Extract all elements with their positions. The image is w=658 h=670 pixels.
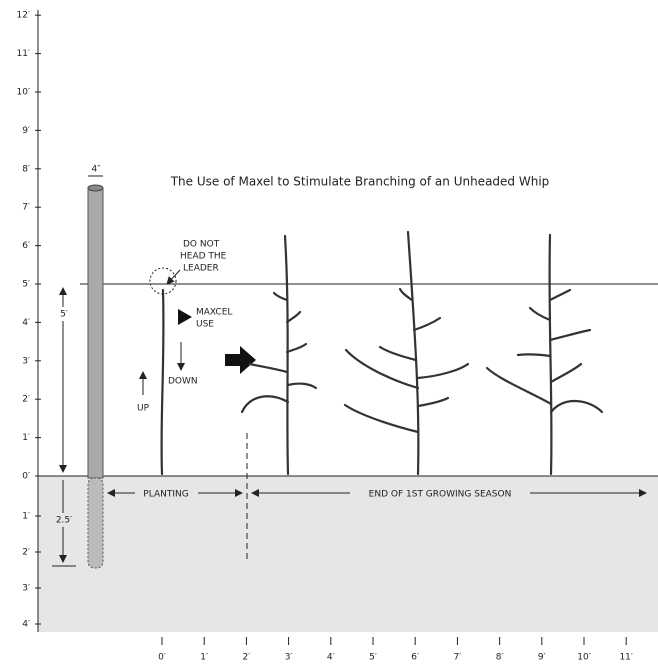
maxcel-marker <box>178 309 192 325</box>
post <box>87 187 104 479</box>
label-bg <box>54 513 74 527</box>
label-bg <box>56 307 72 321</box>
height-label: 3′ <box>22 356 30 366</box>
distance-label: 4′ <box>327 653 335 663</box>
depth-label: 2′ <box>22 548 30 558</box>
whip <box>160 288 165 476</box>
axes: 0′ 1′ 2′ 3′ 4′ 5′ 6′ 7′ 8′ 9′ 10′ 11′ 12′ 1′ 2′ 3′ 4′ 0′ 1… <box>17 11 633 663</box>
height-label: 7′ <box>22 203 30 213</box>
maxcel-note: MAXCEL <box>196 308 232 318</box>
depth-label: 4′ <box>22 620 30 630</box>
distance-label: 5′ <box>369 653 377 663</box>
distance-label: 9′ <box>538 653 546 663</box>
distance-label: 2′ <box>243 653 251 663</box>
distance-label: 1′ <box>200 653 208 663</box>
leader-note: HEAD THE <box>180 252 227 262</box>
distance-label: 8′ <box>496 653 504 663</box>
leader-note: DO NOT <box>183 240 220 250</box>
distance-label: 6′ <box>411 653 419 663</box>
tree <box>485 233 604 476</box>
height-label: 10′ <box>17 88 31 98</box>
depth-label: 3′ <box>22 584 30 594</box>
height-label: 2′ <box>22 395 30 405</box>
post-width-label: 4″ <box>91 165 101 175</box>
height-label: 6′ <box>22 241 30 251</box>
ground <box>38 476 658 632</box>
maxcel-note: USE <box>196 320 214 330</box>
post-buried <box>87 477 104 569</box>
down-label: DOWN <box>168 377 198 387</box>
up-label: UP <box>137 404 150 414</box>
leader-arrow <box>166 269 181 285</box>
height-label: 1′ <box>22 433 30 443</box>
season-label: END OF 1ST GROWING SEASON <box>369 490 512 500</box>
height-label: 5′ <box>22 280 30 290</box>
tree <box>240 234 318 476</box>
planting-label: PLANTING <box>143 490 188 500</box>
height-label: 8′ <box>22 164 30 174</box>
distance-label: 3′ <box>285 653 293 663</box>
height-label: 9′ <box>22 126 30 136</box>
leader-note: LEADER <box>183 264 219 274</box>
distance-label: 0′ <box>158 653 166 663</box>
height-label: 0′ <box>22 472 30 482</box>
distance-label: 11′ <box>619 653 633 663</box>
leader-circle <box>149 267 177 295</box>
transition-arrow <box>225 346 256 374</box>
post-top <box>87 184 104 192</box>
tree <box>343 230 470 476</box>
distance-label: 7′ <box>454 653 462 663</box>
post-above-label: 5′ <box>60 310 68 320</box>
distance-label: 10′ <box>577 653 591 663</box>
height-label: 11′ <box>17 49 31 59</box>
height-label: 12′ <box>17 11 31 21</box>
title: The Use of Maxel to Stimulate Branching … <box>170 175 550 189</box>
height-label: 4′ <box>22 318 30 328</box>
post-below-label: 2.5′ <box>56 516 72 526</box>
depth-label: 1′ <box>22 512 30 522</box>
